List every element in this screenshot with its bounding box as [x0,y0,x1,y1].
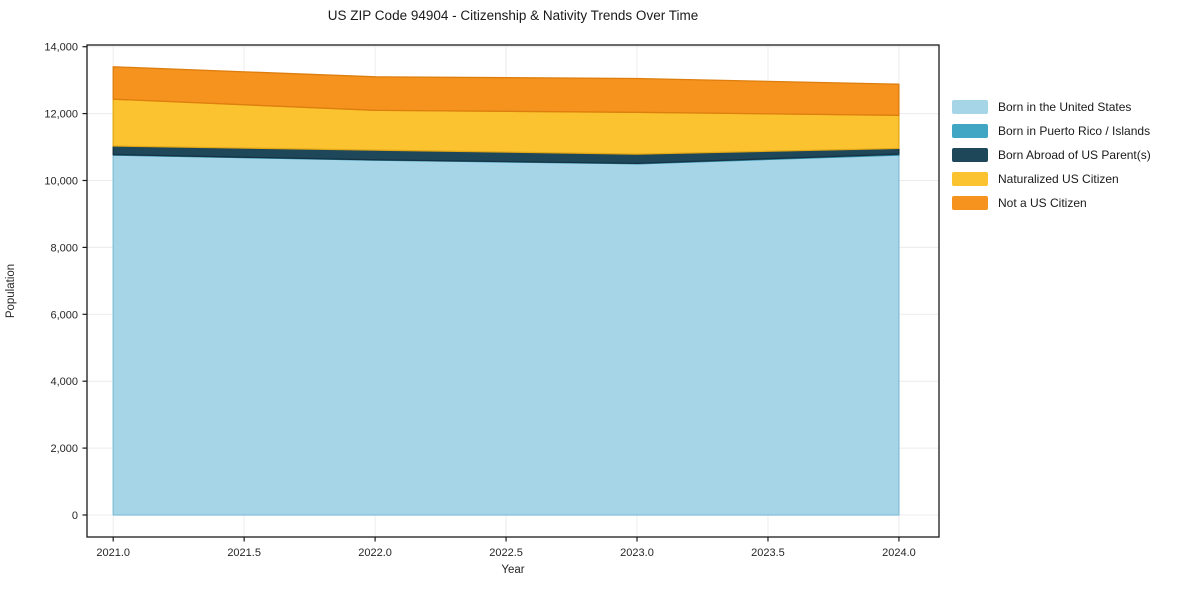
x-tick-label: 2022.0 [358,547,392,559]
x-tick-label: 2021.0 [96,547,130,559]
x-tick-label: 2022.5 [489,547,523,559]
area-series-4 [112,66,900,116]
legend-item-born-us: Born in the United States [952,100,1151,114]
y-tick-label: 14,000 [44,42,78,54]
y-tick-label: 12,000 [44,109,78,121]
area-series-0 [112,154,900,516]
legend-swatch-not-citizen [952,196,988,210]
legend-label: Naturalized US Citizen [998,172,1119,186]
legend-swatch-born-abroad [952,148,988,162]
legend-item-not-citizen: Not a US Citizen [952,196,1151,210]
x-tick-label: 2021.5 [227,547,261,559]
legend-item-naturalized: Naturalized US Citizen [952,172,1151,186]
legend-swatch-puerto-rico [952,124,988,138]
y-tick-label: 2,000 [50,443,78,455]
legend-label: Born in Puerto Rico / Islands [998,124,1151,138]
y-tick-label: 6,000 [50,309,78,321]
legend-item-puerto-rico: Born in Puerto Rico / Islands [952,124,1151,138]
chart-title: US ZIP Code 94904 - Citizenship & Nativi… [327,8,699,23]
legend-label: Born Abroad of US Parent(s) [998,148,1151,162]
plot-frame [86,44,940,538]
x-axis-label: Year [501,564,525,576]
y-axis-label: Population [5,263,17,319]
x-tick-label: 2024.0 [882,547,916,559]
legend-label: Born in the United States [998,100,1132,114]
legend: Born in the United States Born in Puerto… [952,100,1151,220]
y-tick-label: 0 [72,510,78,522]
x-tick-label: 2023.0 [620,547,654,559]
legend-swatch-naturalized [952,172,988,186]
y-tick-label: 4,000 [50,376,78,388]
legend-item-born-abroad: Born Abroad of US Parent(s) [952,148,1151,162]
x-tick-label: 2023.5 [751,547,785,559]
y-tick-label: 10,000 [44,176,78,188]
legend-label: Not a US Citizen [998,196,1087,210]
y-tick-label: 8,000 [50,242,78,254]
legend-swatch-born-us [952,100,988,114]
